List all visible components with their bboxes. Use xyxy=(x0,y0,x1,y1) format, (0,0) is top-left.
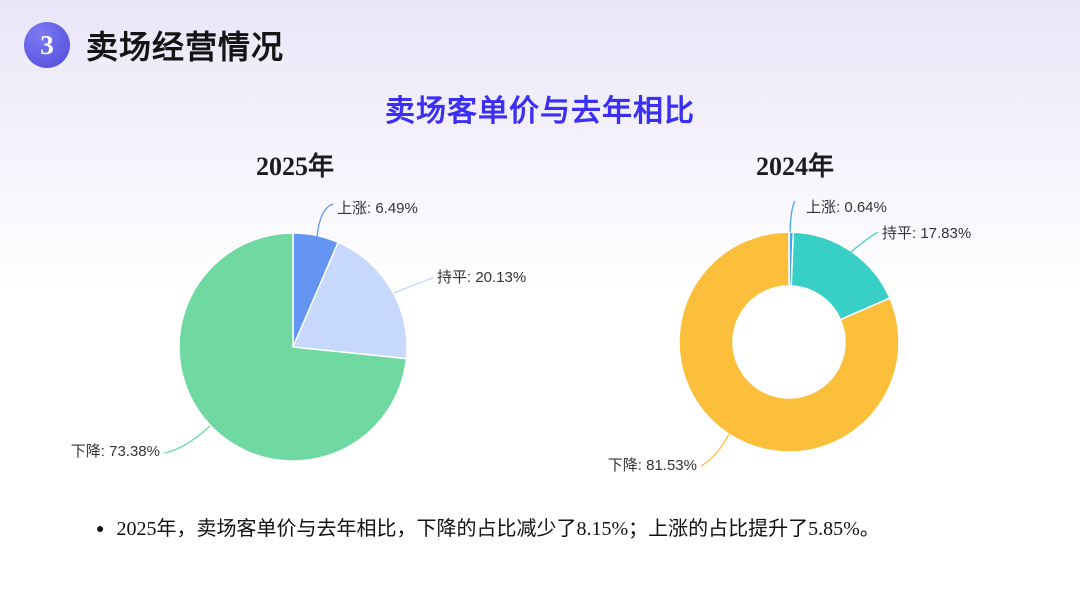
section-title: 卖场经营情况 xyxy=(86,29,285,65)
pie-label: 上涨: 0.64% xyxy=(806,199,887,216)
pie-label: 下降: 81.53% xyxy=(608,457,697,474)
label-leader-line xyxy=(393,277,434,294)
slide-header: 3 卖场经营情况 xyxy=(24,22,284,68)
pie-label: 下降: 73.38% xyxy=(71,443,160,460)
pie-slice xyxy=(178,232,408,462)
section-number-badge: 3 xyxy=(24,22,70,68)
pie-slice xyxy=(678,231,900,453)
label-leader-line xyxy=(700,433,730,467)
pie-label: 持平: 20.13% xyxy=(437,269,526,286)
label-leader-line xyxy=(316,203,334,238)
summary-bullet-line: ● 2025年，卖场客单价与去年相比，下降的占比减少了8.15%；上涨的占比提升… xyxy=(96,512,1016,541)
chart-main-title: 卖场客单价与去年相比 xyxy=(385,95,695,128)
chart-title-2025: 2025年 xyxy=(255,152,334,181)
summary-text: 2025年，卖场客单价与去年相比，下降的占比减少了8.15%；上涨的占比提升了5… xyxy=(116,518,880,540)
label-leader-line xyxy=(850,231,879,253)
label-leader-line xyxy=(163,425,211,454)
label-leader-line xyxy=(789,200,796,233)
pie-slice xyxy=(292,241,408,360)
pie-label: 持平: 17.83% xyxy=(882,225,971,242)
bullet-icon: ● xyxy=(96,522,105,537)
chart-title-2024: 2024年 xyxy=(755,152,834,181)
pie-label: 上涨: 6.49% xyxy=(337,200,418,217)
